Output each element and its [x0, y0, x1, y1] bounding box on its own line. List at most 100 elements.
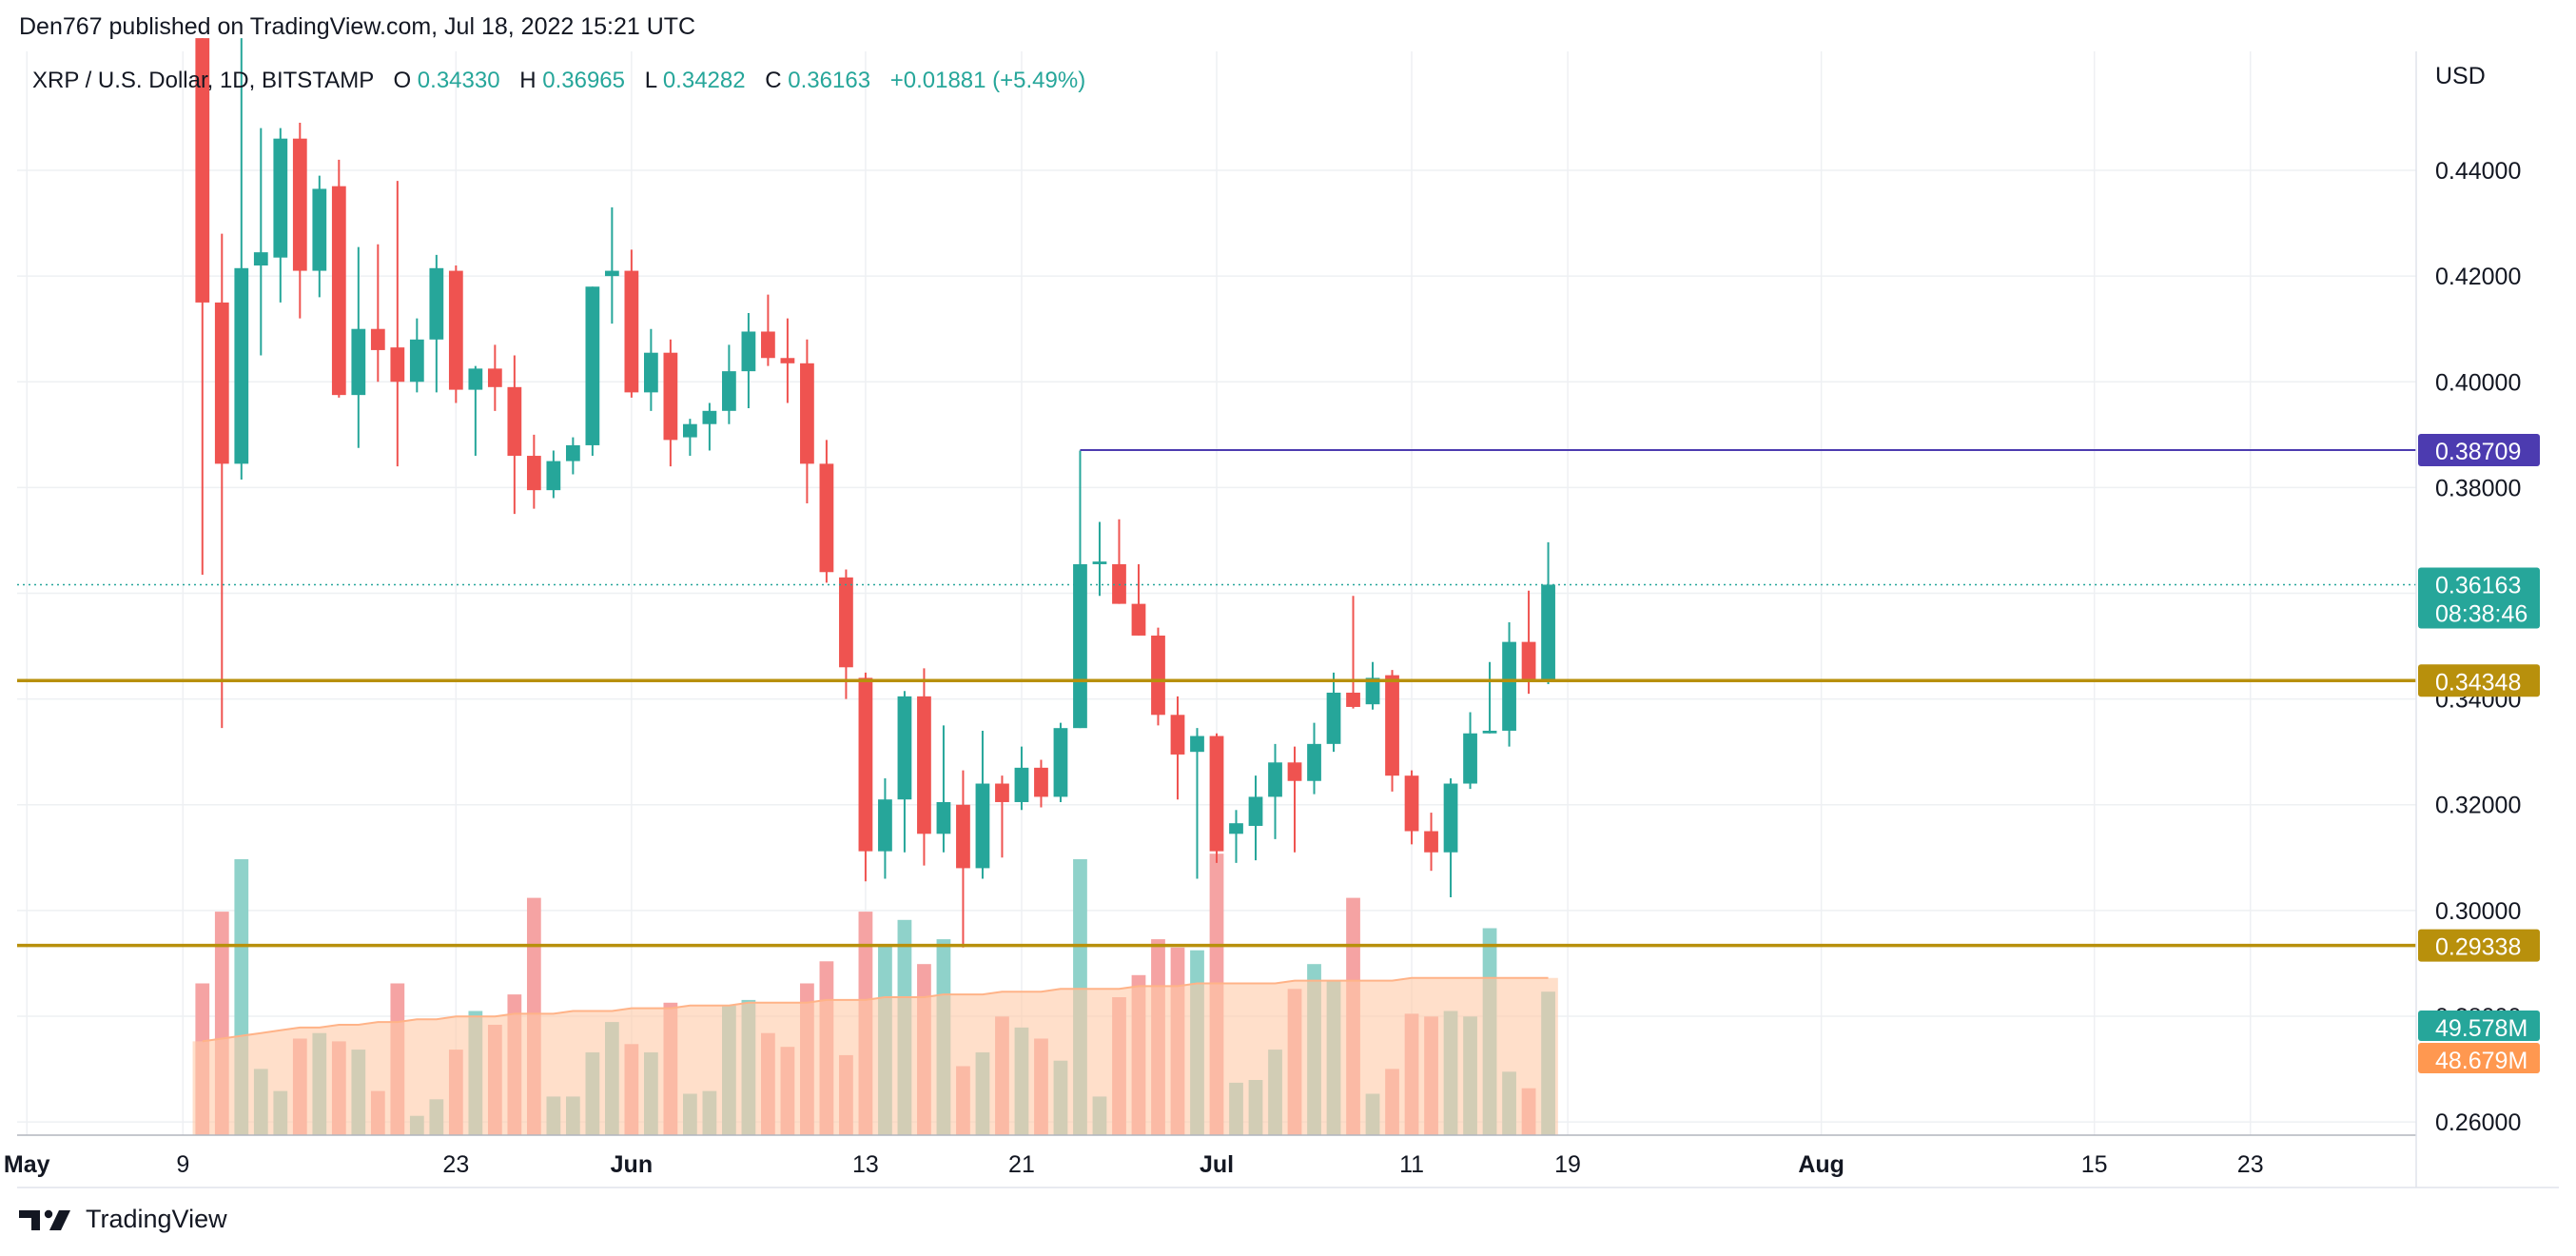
candle-body [1053, 728, 1068, 797]
current-price-tag-text: 0.36163 [2435, 572, 2521, 599]
price-tick-label: 0.38000 [2435, 475, 2521, 501]
candle-body [1404, 775, 1419, 832]
candle-body [1131, 603, 1146, 636]
candle-body [1190, 736, 1204, 753]
time-tick-label: May [4, 1151, 50, 1178]
tradingview-wordmark: TradingView [86, 1205, 227, 1233]
candle-body [1346, 692, 1360, 707]
candle-body [487, 368, 502, 387]
time-tick-label: Aug [1798, 1151, 1844, 1178]
legend-close-value: 0.36163 [788, 68, 870, 93]
time-tick-label: 15 [2081, 1151, 2108, 1178]
legend-open-value: 0.34330 [418, 68, 500, 93]
candle-body [468, 368, 483, 390]
time-tick-label: 9 [176, 1151, 189, 1178]
volume-ma-area [192, 977, 1558, 1135]
tradingview-brand[interactable]: TradingView [19, 1205, 227, 1234]
publisher-header: Den767 published on TradingView.com, Jul… [19, 13, 696, 40]
candle-body [1326, 692, 1341, 744]
volume-ma-tag-box [2418, 1043, 2540, 1073]
candle-body [1463, 733, 1477, 784]
candle-body [585, 286, 600, 445]
volume-ma-tag-text: 48.679M [2435, 1048, 2527, 1074]
candle-body [975, 783, 990, 869]
candle-body [1482, 730, 1497, 734]
candle-body [565, 444, 580, 461]
volume-pane [192, 854, 1558, 1135]
candle-body [1287, 762, 1302, 781]
candle-body [1443, 783, 1458, 853]
current-price-tag-box [2418, 567, 2540, 629]
candle-body [1034, 767, 1048, 797]
tradingview-logo-icon [19, 1209, 70, 1230]
candle-body [1424, 831, 1438, 853]
level-price-tag-text: 0.29338 [2435, 934, 2521, 961]
legend-close-label: C [765, 68, 781, 93]
time-tick-label: 21 [1008, 1151, 1035, 1178]
current-price-tag-text: 08:38:46 [2435, 600, 2527, 627]
legend-low-value: 0.34282 [663, 68, 746, 93]
candle-body [507, 386, 522, 457]
candle-body [1209, 736, 1224, 852]
candle-body [995, 783, 1009, 802]
candle-body [702, 410, 717, 424]
legend-change: +0.01881 (+5.49%) [890, 68, 1086, 93]
candle-body [956, 804, 970, 869]
legend-low-label: L [645, 68, 657, 93]
candle-body [663, 352, 678, 441]
candle-body [1307, 743, 1321, 781]
time-axis[interactable]: May 9 23 Jun 13 21 Jul 11 19 Aug 15 23 [4, 1151, 2264, 1178]
price-tick-label: 0.42000 [2435, 264, 2521, 290]
candle-body [1248, 796, 1263, 826]
high-price-tag-box [2418, 433, 2540, 466]
volume-ma-line [202, 976, 1549, 1043]
candle-body [644, 352, 658, 393]
price-axis-unit: USD [2435, 63, 2486, 89]
candle-body [1073, 563, 1087, 729]
candle-body [741, 331, 756, 372]
candle-body [273, 138, 288, 258]
candle-body [1151, 635, 1165, 716]
price-tick-label: 0.32000 [2435, 793, 2521, 819]
candle-body [624, 270, 639, 393]
candle-body [722, 371, 736, 411]
candles-layer [195, 38, 1555, 948]
candle-body [234, 267, 249, 464]
ohlc-legend: XRP / U.S. Dollar, 1D, BITSTAMP O 0.3433… [32, 68, 1085, 93]
level-price-tag-text: 0.34348 [2435, 669, 2521, 696]
candle-body [214, 302, 229, 464]
candle-body [1365, 677, 1380, 705]
horizontal-lines[interactable] [17, 448, 2416, 948]
candle-body [1541, 584, 1555, 682]
candle-body [429, 267, 444, 340]
candle-body [839, 577, 853, 668]
candle-body [780, 358, 795, 363]
candle-body [1229, 823, 1243, 834]
candle-body [683, 423, 697, 438]
candle-body [1170, 715, 1185, 755]
candle-body [800, 363, 814, 464]
candle-body [1268, 762, 1282, 797]
candle-body [819, 463, 834, 573]
volume-value-tag-text: 49.578M [2435, 1015, 2527, 1042]
candle-body [936, 801, 951, 834]
candle-body [917, 696, 931, 834]
time-tick-label: Jul [1200, 1151, 1234, 1178]
legend-symbol: XRP / U.S. Dollar, 1D, BITSTAMP [32, 68, 374, 93]
price-tick-label: 0.26000 [2435, 1109, 2521, 1136]
candle-body [546, 461, 561, 491]
candle-body [390, 347, 405, 383]
time-tick-label: 23 [2237, 1151, 2264, 1178]
time-tick-label: 13 [852, 1151, 879, 1178]
price-tick-label: 0.30000 [2435, 898, 2521, 925]
high-price-tag-text: 0.38709 [2435, 439, 2521, 465]
candle-body [526, 456, 541, 491]
candle-body [1502, 641, 1516, 731]
level-price-tag-box [2418, 929, 2540, 962]
candle-body [604, 270, 619, 277]
candle-body [1385, 675, 1399, 776]
candle-body [253, 252, 268, 266]
candle-body [878, 799, 892, 852]
